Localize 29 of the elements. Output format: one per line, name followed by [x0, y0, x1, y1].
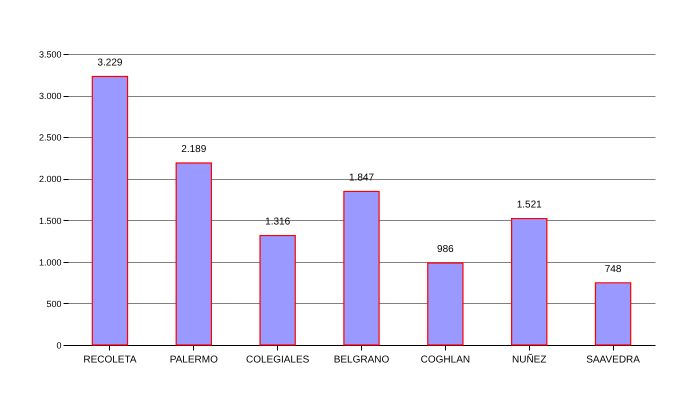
y-tick-label: 3.000	[38, 91, 62, 102]
data-label: 2.189	[181, 144, 207, 155]
y-tick-label: 1.500	[38, 216, 62, 226]
data-label: 748	[604, 264, 622, 275]
y-tick-label: 500	[46, 298, 62, 309]
bar	[511, 218, 548, 346]
x-tick-label: COGHLAN	[420, 354, 470, 366]
x-tick-label: RECOLETA	[83, 354, 137, 366]
bar	[259, 234, 296, 346]
x-tick-label: COLEGIALES	[246, 354, 310, 366]
data-label: 3.229	[97, 58, 123, 69]
y-tick-label: 2.500	[38, 132, 62, 143]
y-tick-label: 3.500	[38, 50, 62, 60]
y-tick-label: 0	[56, 340, 62, 350]
x-tick-label: BELGRANO	[334, 354, 390, 366]
x-tick-label: SAAVEDRA	[586, 354, 640, 366]
data-label: 986	[437, 244, 454, 256]
bar	[176, 162, 212, 346]
bar	[343, 190, 380, 346]
bar	[594, 282, 632, 346]
y-tick-label: 2.000	[38, 174, 62, 184]
bar	[427, 262, 464, 346]
data-label: 1.521	[516, 200, 542, 211]
x-tick-label: NUÑEZ	[512, 354, 546, 366]
data-label: 1.847	[348, 172, 374, 184]
data-label: 1.316	[265, 216, 291, 228]
x-tick-label: PALERMO	[170, 354, 218, 366]
bar	[92, 76, 128, 346]
y-tick-label: 1.000	[38, 257, 62, 268]
